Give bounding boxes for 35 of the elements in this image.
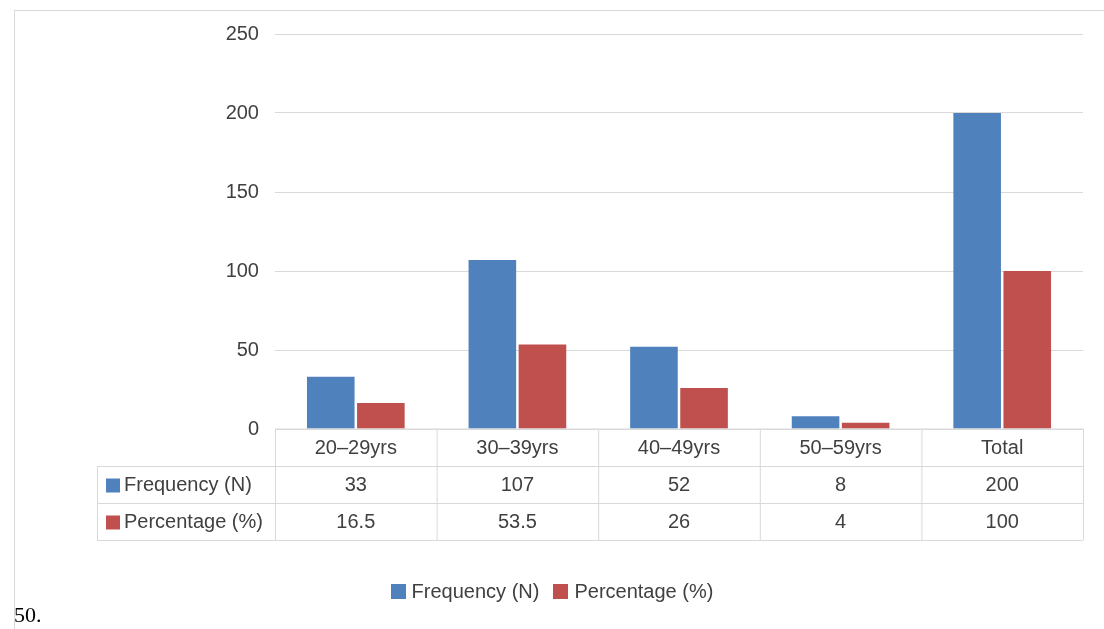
bar — [630, 346, 678, 429]
y-tick-label: 200 — [225, 100, 259, 123]
legend-label: Percentage (%) — [124, 510, 263, 533]
legend-label: Frequency (N) — [124, 473, 252, 496]
bar — [1003, 271, 1052, 429]
y-tick-label: 0 — [247, 416, 259, 439]
y-tick-label: 250 — [225, 21, 259, 44]
bar — [791, 416, 840, 429]
x-tick-label: 40–49yrs — [637, 436, 721, 459]
bar — [680, 387, 728, 429]
x-tick-label: 30–39yrs — [476, 436, 559, 459]
data-label: 16.5 — [336, 510, 376, 533]
text: 50. — [14, 602, 42, 627]
x-tick-label: 20–29yrs — [314, 436, 397, 459]
y-tick-label: 150 — [225, 179, 259, 202]
data-label: 26 — [667, 510, 691, 533]
y-tick-label: 100 — [225, 258, 259, 281]
bar — [468, 259, 517, 429]
bar — [518, 344, 567, 429]
bar — [357, 402, 405, 429]
data-label: 200 — [985, 473, 1019, 496]
data-label: 8 — [835, 473, 847, 496]
text: Percentage (%) — [574, 580, 714, 602]
data-label: 100 — [985, 510, 1019, 533]
x-tick-label: 50–59yrs — [799, 436, 882, 459]
data-label: 52 — [667, 473, 691, 496]
data-label: 107 — [500, 473, 535, 496]
text: Frequency (N) — [411, 580, 540, 602]
bar — [306, 376, 355, 429]
data-label: 53.5 — [497, 510, 537, 533]
y-tick-label: 50 — [236, 337, 259, 360]
x-tick-label: Total — [981, 436, 1024, 459]
data-label: 33 — [344, 473, 367, 496]
data-label: 4 — [835, 510, 847, 533]
bar — [953, 113, 1001, 429]
